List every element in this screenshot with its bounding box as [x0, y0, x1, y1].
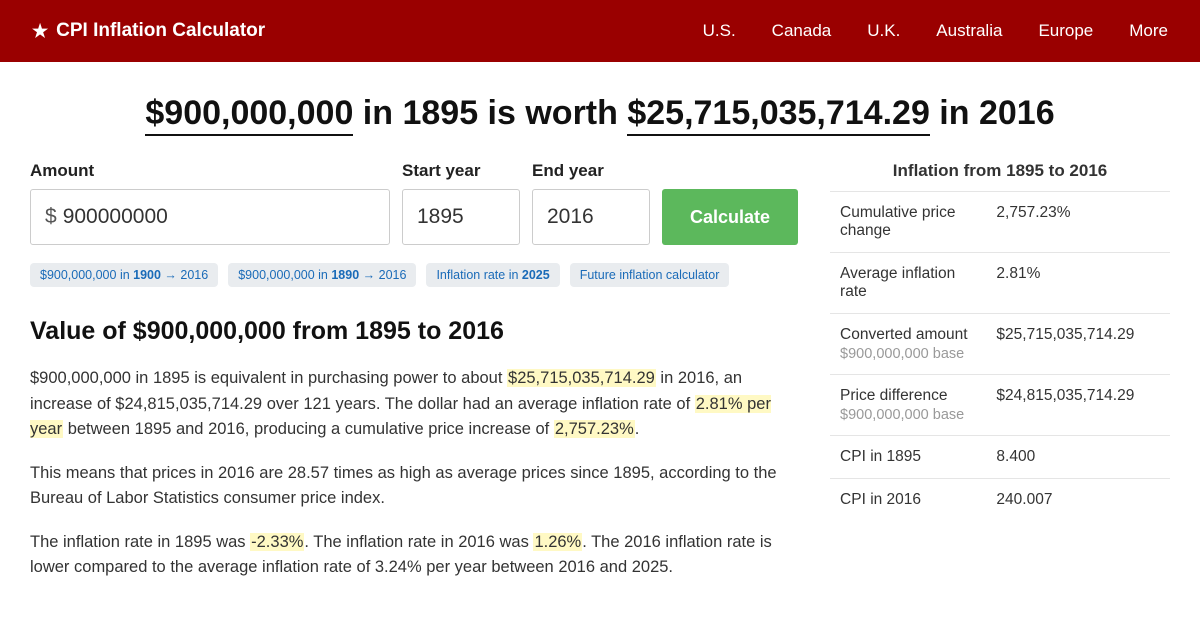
section-title: Value of $900,000,000 from 1895 to 2016: [30, 317, 798, 346]
brand[interactable]: ★ CPI Inflation Calculator: [32, 20, 265, 42]
start-year-label: Start year: [402, 161, 520, 181]
nav-europe[interactable]: Europe: [1038, 21, 1093, 41]
amount-input[interactable]: $ 900000000: [30, 189, 390, 245]
chip-1890[interactable]: $900,000,000 in 1890 → 2016: [228, 263, 416, 287]
end-year-label: End year: [532, 161, 650, 181]
chip-1900[interactable]: $900,000,000 in 1900 → 2016: [30, 263, 218, 287]
table-row: Price difference$900,000,000 base$24,815…: [830, 375, 1170, 436]
nav-more[interactable]: More: [1129, 21, 1168, 41]
star-icon: ★: [32, 21, 48, 42]
info-label: CPI in 1895: [830, 436, 986, 479]
start-year-input[interactable]: 1895: [402, 189, 520, 245]
info-value: $24,815,035,714.29: [986, 375, 1170, 436]
info-table: Cumulative price change2,757.23%Average …: [830, 191, 1170, 521]
info-value: $25,715,035,714.29: [986, 314, 1170, 375]
table-row: CPI in 18958.400: [830, 436, 1170, 479]
table-row: CPI in 2016240.007: [830, 479, 1170, 522]
info-panel: Inflation from 1895 to 2016 Cumulative p…: [830, 161, 1170, 521]
amount-label: Amount: [30, 161, 390, 181]
info-label: Average inflation rate: [830, 253, 986, 314]
form-row: Amount $ 900000000 Start year 1895 End y…: [30, 161, 798, 245]
amount-value: 900000000: [63, 205, 168, 229]
nav-australia[interactable]: Australia: [936, 21, 1002, 41]
info-title: Inflation from 1895 to 2016: [830, 161, 1170, 181]
headline-amount-to: $25,715,035,714.29: [627, 94, 930, 136]
para-2: This means that prices in 2016 are 28.57…: [30, 461, 798, 512]
calculate-button[interactable]: Calculate: [662, 189, 798, 245]
amount-field: Amount $ 900000000: [30, 161, 390, 245]
info-label: Converted amount$900,000,000 base: [830, 314, 986, 375]
nav-us[interactable]: U.S.: [703, 21, 736, 41]
end-year-field: End year 2016: [532, 161, 650, 245]
table-row: Cumulative price change2,757.23%: [830, 192, 1170, 253]
headline: $900,000,000 in 1895 is worth $25,715,03…: [30, 94, 1170, 133]
info-value: 8.400: [986, 436, 1170, 479]
header: ★ CPI Inflation Calculator U.S. Canada U…: [0, 0, 1200, 62]
info-sublabel: $900,000,000 base: [840, 346, 976, 362]
brand-text: CPI Inflation Calculator: [56, 20, 265, 42]
start-year-field: Start year 1895: [402, 161, 520, 245]
chip-future[interactable]: Future inflation calculator: [570, 263, 730, 287]
main-row: Amount $ 900000000 Start year 1895 End y…: [30, 161, 1170, 599]
info-value: 240.007: [986, 479, 1170, 522]
nav: U.S. Canada U.K. Australia Europe More: [703, 21, 1168, 41]
para-1: $900,000,000 in 1895 is equivalent in pu…: [30, 366, 798, 443]
end-year-input[interactable]: 2016: [532, 189, 650, 245]
chips: $900,000,000 in 1900 → 2016 $900,000,000…: [30, 263, 798, 287]
left-col: Amount $ 900000000 Start year 1895 End y…: [30, 161, 798, 599]
chip-2025[interactable]: Inflation rate in 2025: [426, 263, 559, 287]
info-value: 2,757.23%: [986, 192, 1170, 253]
info-sublabel: $900,000,000 base: [840, 407, 976, 423]
headline-amount-from: $900,000,000: [145, 94, 353, 136]
info-label: CPI in 2016: [830, 479, 986, 522]
info-label: Price difference$900,000,000 base: [830, 375, 986, 436]
table-row: Converted amount$900,000,000 base$25,715…: [830, 314, 1170, 375]
nav-canada[interactable]: Canada: [772, 21, 832, 41]
dollar-icon: $: [45, 205, 57, 229]
table-row: Average inflation rate2.81%: [830, 253, 1170, 314]
nav-uk[interactable]: U.K.: [867, 21, 900, 41]
info-value: 2.81%: [986, 253, 1170, 314]
content: $900,000,000 in 1895 is worth $25,715,03…: [0, 62, 1200, 599]
info-label: Cumulative price change: [830, 192, 986, 253]
para-3: The inflation rate in 1895 was -2.33%. T…: [30, 530, 798, 581]
